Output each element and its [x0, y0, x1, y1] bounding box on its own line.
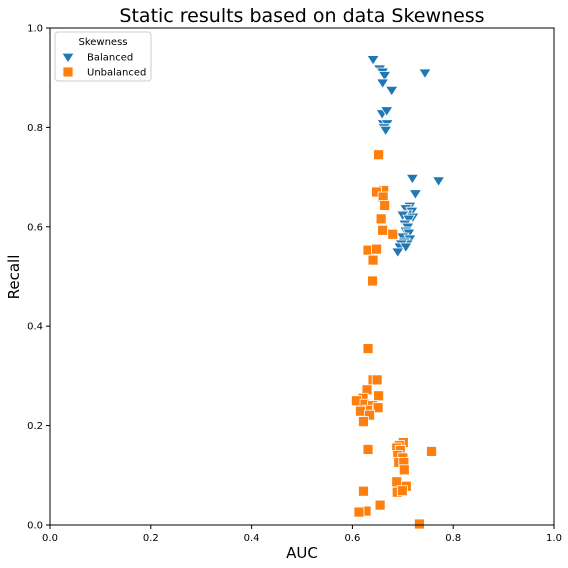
x-tick-label: 0.6 [344, 533, 360, 544]
series-balanced [366, 55, 446, 259]
unbalanced-point [362, 343, 374, 354]
balanced-point [384, 86, 399, 97]
unbalanced-point [367, 275, 378, 287]
x-axis: 0.0 0.2 0.4 0.6 0.8 1.0 [42, 525, 562, 544]
y-axis-title: Recall [5, 255, 23, 300]
x-tick-label: 0.2 [143, 533, 159, 544]
unbalanced-point [373, 149, 385, 161]
chart-title: Static results based on data Skewness [119, 5, 484, 27]
x-axis-title: AUC [286, 544, 318, 562]
unbalanced-point [364, 409, 375, 421]
y-tick-label: 0.2 [27, 421, 43, 432]
x-tick-label: 1.0 [546, 533, 562, 544]
balanced-point [408, 189, 423, 200]
y-tick-label: 0.8 [27, 123, 43, 134]
unbalanced-point [373, 390, 385, 402]
unbalanced-point [362, 444, 374, 455]
balanced-point [431, 176, 446, 188]
legend-title: Skewness [78, 37, 127, 48]
unbalanced-point [426, 446, 437, 457]
balanced-point [366, 55, 380, 66]
x-tick-label: 0.8 [445, 533, 461, 544]
unbalanced-point [372, 402, 384, 414]
unbalanced-point [387, 228, 399, 240]
legend: Skewness Balanced Unbalanced [54, 31, 152, 82]
unbalanced-point [358, 416, 369, 428]
balanced-point [379, 106, 394, 117]
unbalanced-point [391, 476, 403, 488]
balanced-point [418, 68, 432, 80]
y-tick-label: 0.6 [27, 222, 43, 233]
balanced-point [375, 78, 390, 90]
balanced-point [391, 247, 405, 259]
legend-marker-balanced [61, 52, 75, 64]
y-axis: 0.0 0.2 0.4 0.6 0.8 1.0 [27, 24, 50, 532]
balanced-point [405, 173, 420, 185]
unbalanced-point [396, 485, 408, 497]
legend-label-unbalanced: Unbalanced [87, 68, 146, 79]
unbalanced-point [414, 518, 425, 530]
unbalanced-point [375, 213, 387, 225]
unbalanced-point [358, 485, 369, 497]
unbalanced-point [374, 499, 386, 511]
balanced-point [377, 71, 392, 82]
y-tick-label: 0.0 [27, 521, 43, 532]
x-tick-label: 0.4 [244, 533, 260, 544]
legend-box [54, 31, 152, 82]
series-unbalanced [351, 149, 437, 530]
unbalanced-point [353, 506, 365, 518]
plot-area [351, 55, 446, 530]
y-tick-label: 1.0 [27, 24, 43, 35]
unbalanced-point [379, 200, 391, 211]
legend-label-balanced: Balanced [87, 53, 133, 64]
unbalanced-point [377, 224, 389, 236]
unbalanced-point [398, 464, 410, 476]
unbalanced-point [371, 374, 383, 386]
legend-marker-unbalanced [62, 66, 74, 78]
unbalanced-point [367, 254, 379, 266]
balanced-point [378, 125, 393, 137]
unbalanced-point [355, 405, 366, 417]
unbalanced-point [371, 243, 382, 255]
y-tick-label: 0.4 [27, 322, 43, 333]
x-tick-label: 0.0 [42, 533, 58, 544]
plot-frame [49, 27, 555, 526]
